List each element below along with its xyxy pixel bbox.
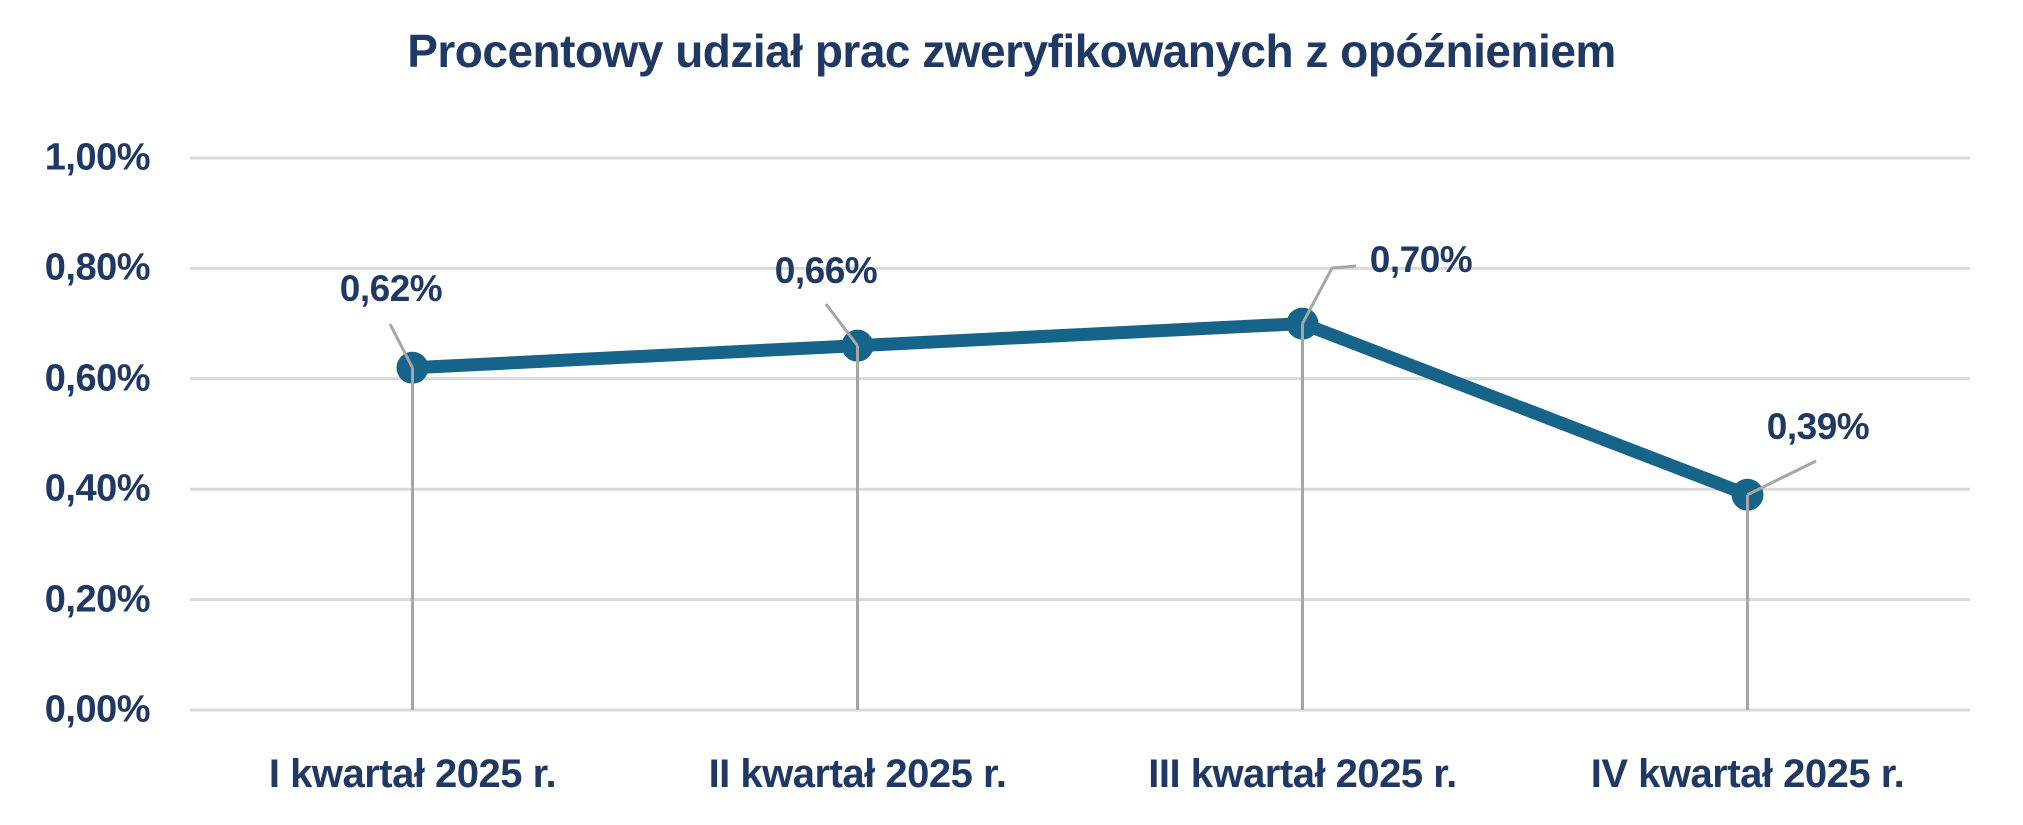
y-axis-tick-label: 1,00%	[44, 136, 151, 179]
y-axis-tick-label: 0,00%	[44, 688, 151, 731]
data-point-label: 0,70%	[1369, 239, 1473, 280]
y-axis-tick-label: 0,40%	[44, 467, 151, 510]
data-label-leader-line	[1301, 264, 1357, 325]
data-point-label: 0,62%	[339, 268, 443, 309]
x-axis-category-label: II kwartał 2025 r.	[708, 752, 1007, 796]
data-label-leader-line	[388, 323, 414, 369]
data-label-leader-line	[824, 303, 859, 347]
x-axis-category-label: IV kwartał 2025 r.	[1590, 752, 1905, 796]
data-point-label: 0,39%	[1766, 406, 1870, 447]
x-axis-category-label: I kwartał 2025 r.	[268, 752, 557, 796]
y-axis-tick-label: 0,20%	[44, 578, 151, 621]
y-axis-tick-label: 0,60%	[44, 357, 151, 400]
chart-title: Procentowy udział prac zweryfikowanych z…	[407, 25, 1616, 77]
data-point-label: 0,66%	[774, 250, 878, 291]
x-axis-category-label: III kwartał 2025 r.	[1148, 752, 1457, 796]
series-line	[406, 317, 1754, 502]
y-axis-tick-label: 0,80%	[44, 246, 151, 289]
data-label-leader-line	[1746, 459, 1817, 497]
